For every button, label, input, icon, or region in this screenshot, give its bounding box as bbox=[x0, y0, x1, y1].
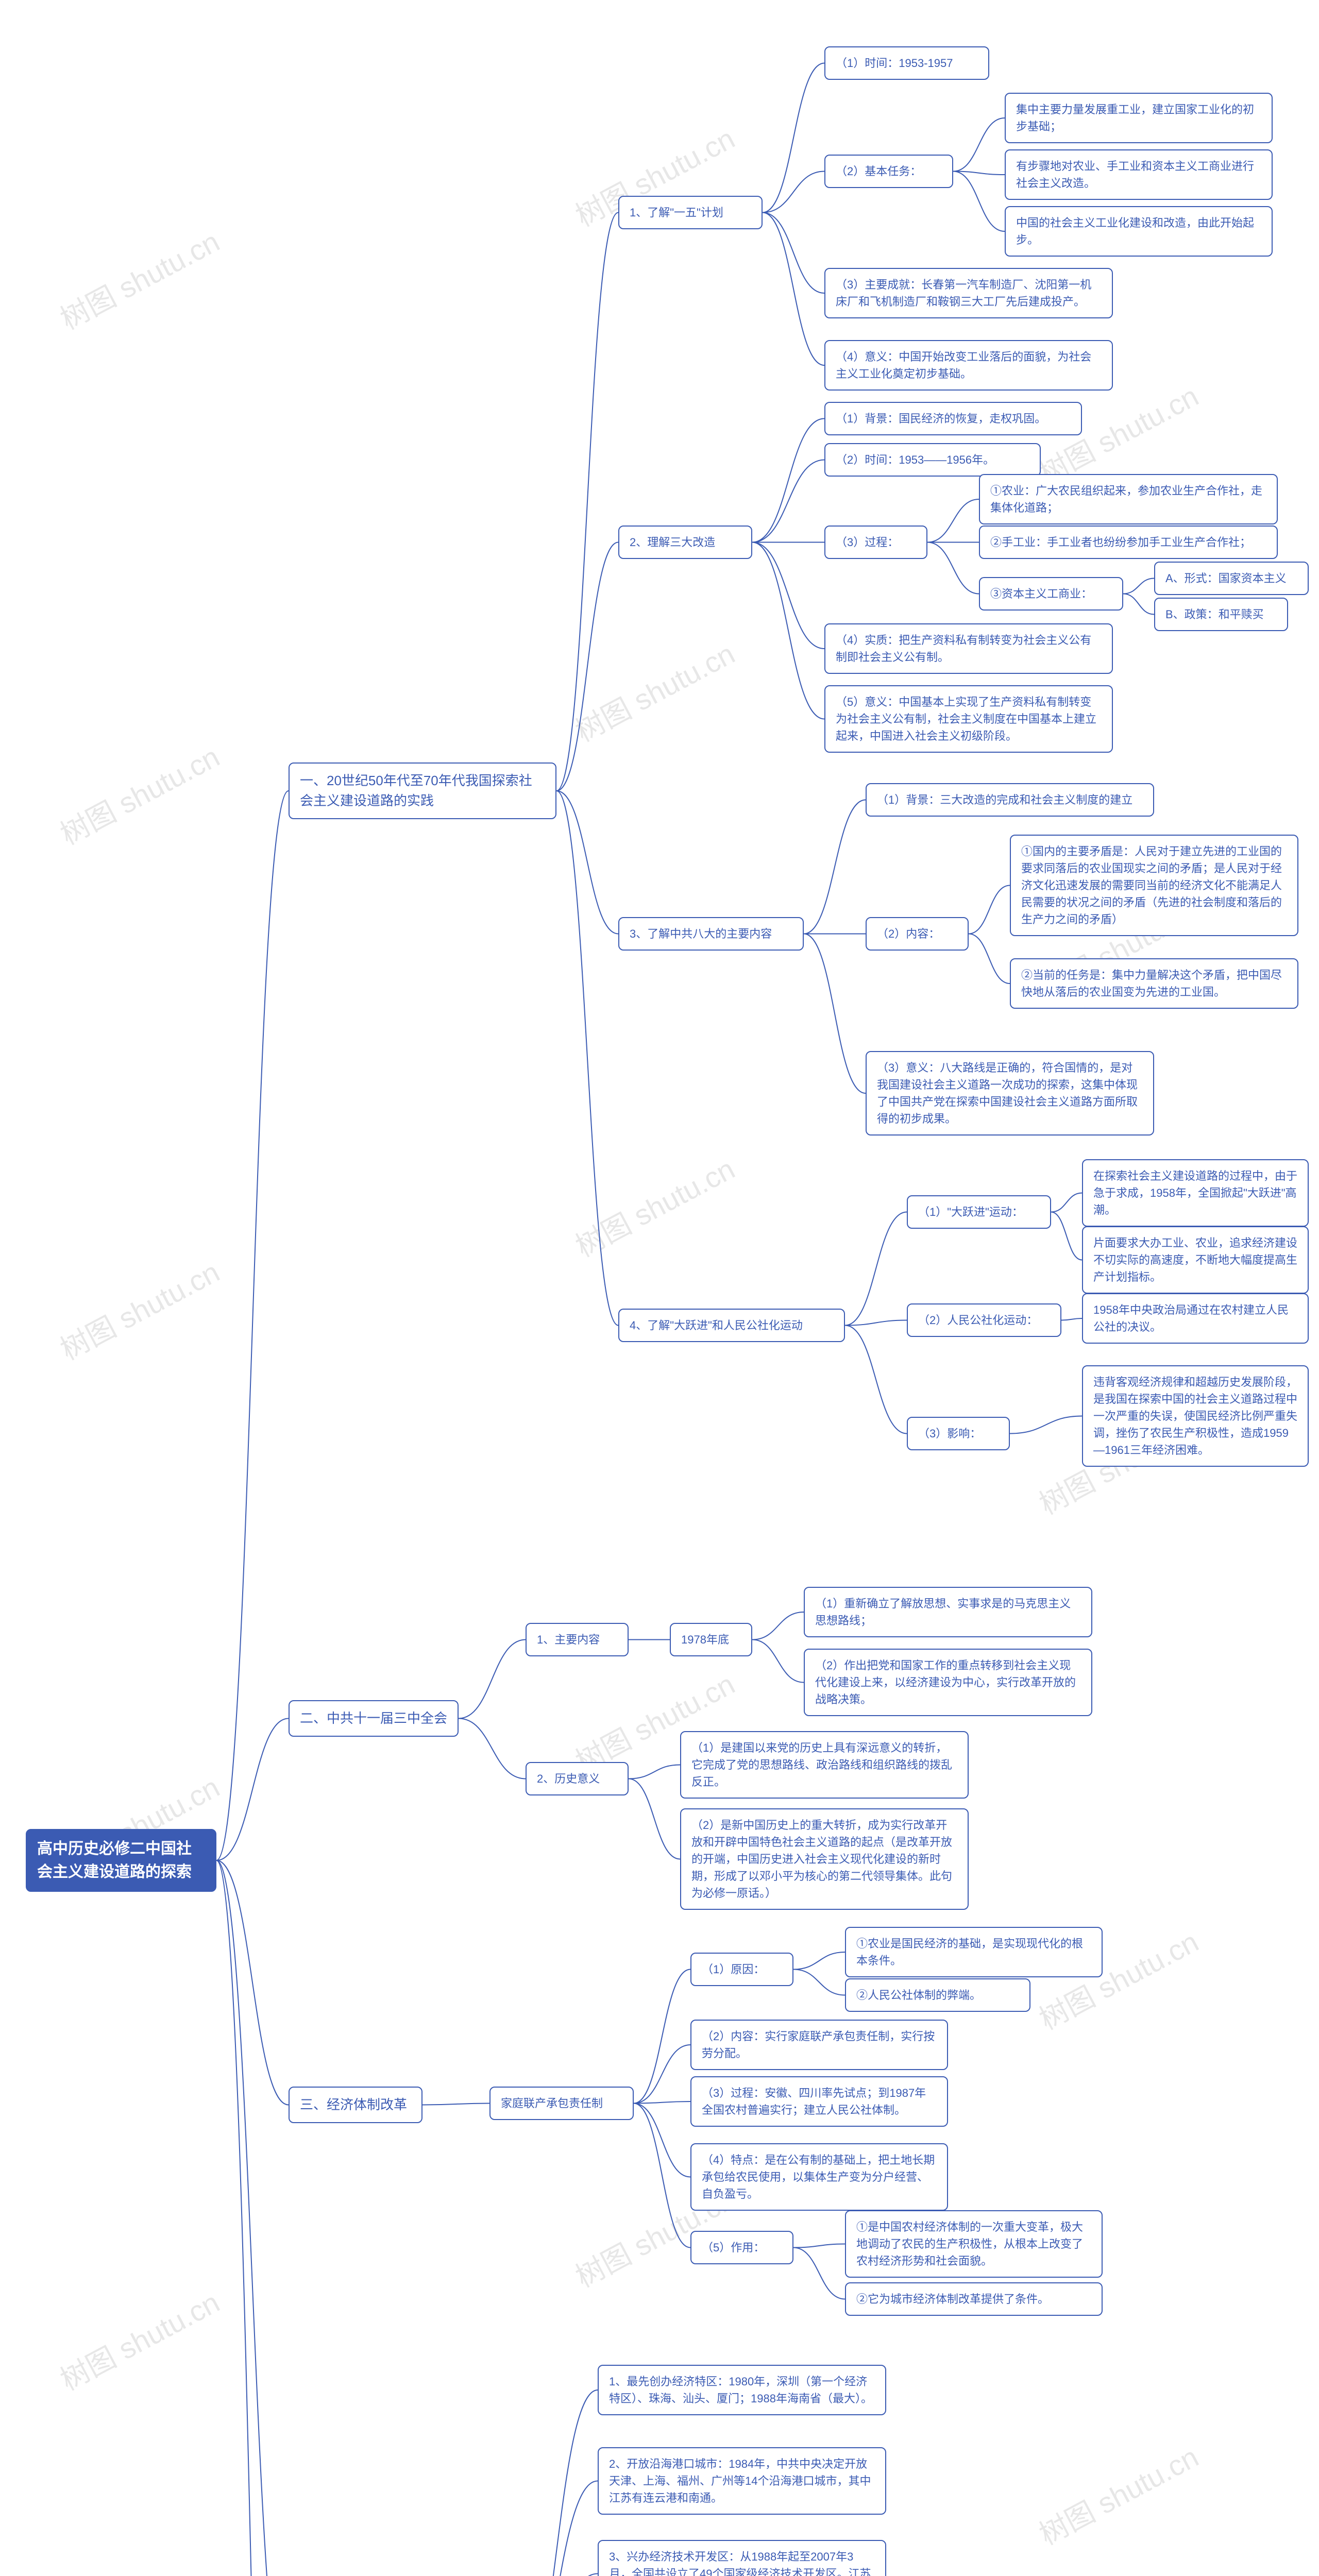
mindmap-node[interactable]: （3）主要成就：长春第一汽车制造厂、沈阳第一机床厂和飞机制造厂和鞍钢三大工厂先后… bbox=[824, 268, 1113, 318]
mindmap-node[interactable]: 2、历史意义 bbox=[526, 1762, 629, 1795]
mindmap-node[interactable]: （5）意义：中国基本上实现了生产资料私有制转变为社会主义公有制，社会主义制度在中… bbox=[824, 685, 1113, 753]
mindmap-node[interactable]: （2）作出把党和国家工作的重点转移到社会主义现代化建设上来，以经济建设为中心，实… bbox=[804, 1649, 1092, 1716]
mindmap-node[interactable]: （2）时间：1953——1956年。 bbox=[824, 443, 1041, 477]
mindmap-node[interactable]: 片面要求大办工业、农业，追求经济建设不切实际的高速度，不断地大幅度提高生产计划指… bbox=[1082, 1226, 1309, 1294]
watermark: 树图 shutu.cn bbox=[567, 631, 741, 750]
mindmap-node[interactable]: 1978年底 bbox=[670, 1623, 752, 1656]
mindmap-node[interactable]: （4）意义：中国开始改变工业落后的面貌，为社会主义工业化奠定初步基础。 bbox=[824, 340, 1113, 391]
watermark: 树图 shutu.cn bbox=[52, 734, 226, 853]
watermark: 树图 shutu.cn bbox=[52, 1249, 226, 1368]
watermark: 树图 shutu.cn bbox=[52, 2280, 226, 2399]
mindmap-node[interactable]: 二、中共十一届三中全会 bbox=[289, 1700, 459, 1737]
mindmap-node[interactable]: ②它为城市经济体制改革提供了条件。 bbox=[845, 2282, 1103, 2316]
mindmap-node[interactable]: ③资本主义工商业： bbox=[979, 577, 1123, 611]
mindmap-node[interactable]: （4）实质：把生产资料私有制转变为社会主义公有制即社会主义公有制。 bbox=[824, 623, 1113, 674]
mindmap-node[interactable]: （3）过程：安徽、四川率先试点；到1987年全国农村普遍实行；建立人民公社体制。 bbox=[690, 2076, 948, 2127]
mindmap-node[interactable]: （4）特点：是在公有制的基础上，把土地长期承包给农民使用，以集体生产变为分户经营… bbox=[690, 2143, 948, 2211]
mindmap-node[interactable]: 有步骤地对农业、手工业和资本主义工商业进行社会主义改造。 bbox=[1005, 149, 1273, 200]
mindmap-node[interactable]: ②手工业：手工业者也纷纷参加手工业生产合作社； bbox=[979, 526, 1278, 559]
mindmap-node[interactable]: （2）是新中国历史上的重大转折，成为实行改革开放和开辟中国特色社会主义道路的起点… bbox=[680, 1808, 969, 1910]
mindmap-node[interactable]: （2）内容：实行家庭联产承包责任制，实行按劳分配。 bbox=[690, 2020, 948, 2070]
mindmap-node[interactable]: ①农业是国民经济的基础，是实现现代化的根本条件。 bbox=[845, 1927, 1103, 1977]
mindmap-node[interactable]: 2、理解三大改造 bbox=[618, 526, 752, 559]
mindmap-node[interactable]: 3、了解中共八大的主要内容 bbox=[618, 917, 804, 951]
watermark: 树图 shutu.cn bbox=[567, 1146, 741, 1265]
mindmap-node[interactable]: 1958年中央政治局通过在农村建立人民公社的决议。 bbox=[1082, 1293, 1309, 1344]
mindmap-node[interactable]: ①农业：广大农民组织起来，参加农业生产合作社，走集体化道路； bbox=[979, 474, 1278, 524]
mindmap-node[interactable]: 家庭联产承包责任制 bbox=[489, 2087, 634, 2120]
mindmap-node[interactable]: （3）意义：八大路线是正确的，符合国情的，是对我国建设社会主义道路一次成功的探索… bbox=[866, 1051, 1154, 1136]
mindmap-node[interactable]: ②当前的任务是：集中力量解决这个矛盾，把中国尽快地从落后的农业国变为先进的工业国… bbox=[1010, 958, 1298, 1009]
mindmap-node[interactable]: ①国内的主要矛盾是：人民对于建立先进的工业国的要求同落后的农业国现实之间的矛盾；… bbox=[1010, 835, 1298, 936]
mindmap-node[interactable]: 集中主要力量发展重工业，建立国家工业化的初步基础； bbox=[1005, 93, 1273, 143]
mindmap-node[interactable]: 一、20世纪50年代至70年代我国探索社会主义建设道路的实践 bbox=[289, 762, 556, 819]
mindmap-node[interactable]: 1、主要内容 bbox=[526, 1623, 629, 1656]
watermark: 树图 shutu.cn bbox=[52, 219, 226, 338]
mindmap-node[interactable]: 中国的社会主义工业化建设和改造，由此开始起步。 bbox=[1005, 206, 1273, 257]
mindmap-node[interactable]: 1、了解"一五"计划 bbox=[618, 196, 763, 229]
root-node[interactable]: 高中历史必修二中国社会主义建设道路的探索 bbox=[26, 1829, 216, 1892]
mindmap-node[interactable]: （2）人民公社化运动： bbox=[907, 1303, 1061, 1337]
mindmap-node[interactable]: （1）是建国以来党的历史上具有深远意义的转折，它完成了党的思想路线、政治路线和组… bbox=[680, 1731, 969, 1799]
mindmap-node[interactable]: 在探索社会主义建设道路的过程中，由于急于求成，1958年，全国掀起"大跃进"高潮… bbox=[1082, 1159, 1309, 1227]
mindmap-node[interactable]: 4、了解"大跃进"和人民公社化运动 bbox=[618, 1309, 845, 1342]
mindmap-node[interactable]: （2）内容： bbox=[866, 917, 969, 951]
mindmap-node[interactable]: 三、经济体制改革 bbox=[289, 2087, 422, 2123]
mindmap-node[interactable]: （1）重新确立了解放思想、实事求是的马克思主义思想路线； bbox=[804, 1587, 1092, 1637]
mindmap-node[interactable]: ①是中国农村经济体制的一次重大变革，极大地调动了农民的生产积极性，从根本上改变了… bbox=[845, 2210, 1103, 2278]
mindmap-node[interactable]: （1）背景：国民经济的恢复，走权巩固。 bbox=[824, 402, 1082, 435]
mindmap-node[interactable]: （2）基本任务： bbox=[824, 155, 953, 188]
mindmap-node[interactable]: 1、最先创办经济特区：1980年，深圳（第一个经济特区）、珠海、汕头、厦门；19… bbox=[598, 2365, 886, 2415]
watermark: 树图 shutu.cn bbox=[1031, 2434, 1205, 2553]
mindmap-node[interactable]: （1）"大跃进"运动： bbox=[907, 1195, 1051, 1229]
mindmap-node[interactable]: B、政策：和平赎买 bbox=[1154, 598, 1288, 631]
mindmap-node[interactable]: A、形式：国家资本主义 bbox=[1154, 562, 1309, 595]
mindmap-node[interactable]: 3、兴办经济技术开发区：从1988年起至2007年3月，全国共设立了49个国家级… bbox=[598, 2540, 886, 2576]
mindmap-node[interactable]: （3）影响： bbox=[907, 1417, 1010, 1450]
mindmap-node[interactable]: （1）背景：三大改造的完成和社会主义制度的建立 bbox=[866, 783, 1154, 817]
mindmap-canvas: 树图 shutu.cn 树图 shutu.cn 树图 shutu.cn 树图 shut… bbox=[0, 0, 1319, 2576]
mindmap-node[interactable]: （5）作用： bbox=[690, 2231, 793, 2264]
mindmap-node[interactable]: （1）时间：1953-1957 bbox=[824, 46, 989, 80]
mindmap-node[interactable]: （3）过程： bbox=[824, 526, 927, 559]
mindmap-node[interactable]: ②人民公社体制的弊端。 bbox=[845, 1978, 1030, 2012]
mindmap-node[interactable]: 违背客观经济规律和超越历史发展阶段，是我国在探索中国的社会主义道路过程中一次严重… bbox=[1082, 1365, 1309, 1467]
mindmap-node[interactable]: 2、开放沿海港口城市：1984年，中共中央决定开放天津、上海、福州、广州等14个… bbox=[598, 2447, 886, 2515]
mindmap-node[interactable]: （1）原因： bbox=[690, 1953, 793, 1986]
